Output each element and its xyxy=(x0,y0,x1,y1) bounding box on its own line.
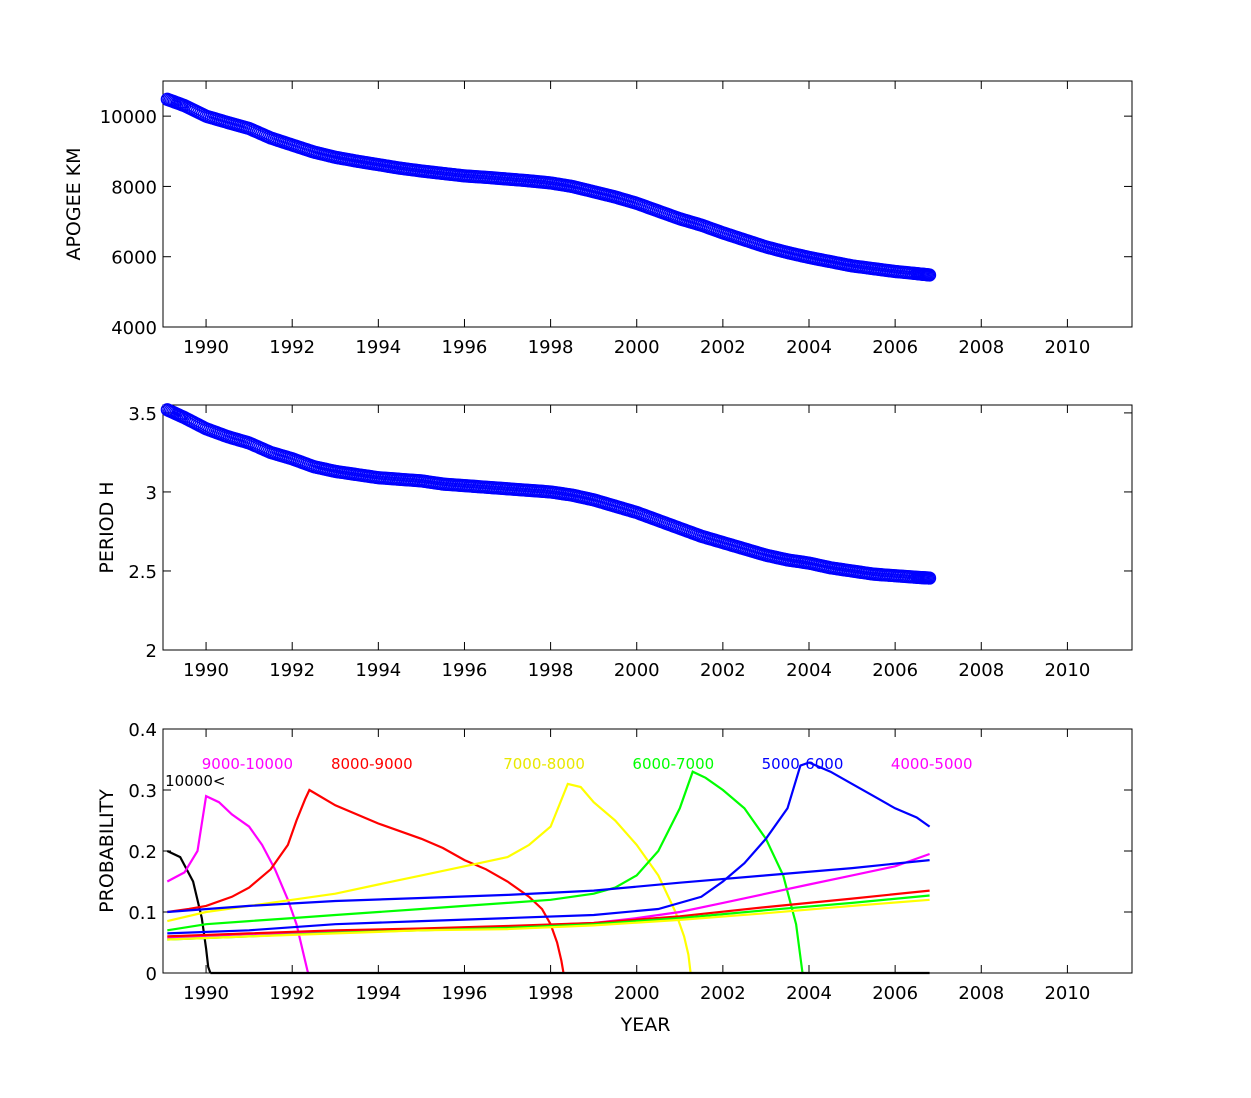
y-tick-label: 2.5 xyxy=(128,562,157,583)
y-tick-label: 10000 xyxy=(100,107,157,128)
series-line-9000-10000 xyxy=(166,794,310,974)
data-point xyxy=(922,571,937,585)
x-tick-label: 1992 xyxy=(269,983,315,1004)
y-tick-label: 0 xyxy=(146,964,157,985)
x-tick-label: 2010 xyxy=(1044,660,1090,681)
series-label: 9000-10000 xyxy=(202,755,293,773)
x-tick-label: 2002 xyxy=(700,660,746,681)
y-tick-label: 3.5 xyxy=(128,404,157,425)
y-axis-label: PROBABILITY xyxy=(96,789,118,913)
y-tick-label: 0.4 xyxy=(128,720,157,741)
x-tick-label: 2006 xyxy=(872,660,918,681)
series-label: 6000-7000 xyxy=(632,755,714,773)
series-label: 5000-6000 xyxy=(762,755,844,773)
x-tick-label: 1998 xyxy=(528,660,574,681)
series-line-6000-7000 xyxy=(167,770,804,974)
x-tick-label: 2010 xyxy=(1044,337,1090,358)
x-tick-label: 1998 xyxy=(528,983,574,1004)
x-tick-label: 2004 xyxy=(786,660,832,681)
series-label: 7000-8000 xyxy=(503,755,585,773)
x-tick-label: 1996 xyxy=(442,983,488,1004)
x-tick-label: 2002 xyxy=(700,337,746,358)
data-point xyxy=(922,268,937,282)
panel-2: 1990 1992 1994 1996 1998 2000 2002 2004 2006 2008… xyxy=(96,403,1133,681)
x-tick-label: 2000 xyxy=(614,983,660,1004)
x-tick-label: 2006 xyxy=(872,337,918,358)
plot-frame xyxy=(162,80,1133,328)
series-line-7000-8000 xyxy=(167,782,692,974)
x-tick-label: 2000 xyxy=(614,660,660,681)
y-tick-label: 0.1 xyxy=(128,903,157,924)
series-label: 10000< xyxy=(165,772,225,790)
x-tick-label: 2008 xyxy=(958,983,1004,1004)
y-tick-label: 0.3 xyxy=(128,781,157,802)
x-tick-label: 2008 xyxy=(958,337,1004,358)
y-tick-label: 8000 xyxy=(111,177,157,198)
panel-3: 1990 1992 1994 1996 1998 2000 2002 2004 2006 2008… xyxy=(96,720,1133,1036)
x-tick-label: 2008 xyxy=(958,660,1004,681)
y-tick-label: 2 xyxy=(146,641,157,662)
y-tick-label: 4000 xyxy=(111,318,157,339)
x-tick-label: 1990 xyxy=(183,337,229,358)
x-tick-label: 1992 xyxy=(269,337,315,358)
x-tick-label: 2002 xyxy=(700,983,746,1004)
y-axis-label: APOGEE KM xyxy=(63,147,85,260)
x-tick-label: 1994 xyxy=(355,983,401,1004)
series-label: 8000-9000 xyxy=(331,755,413,773)
series-line xyxy=(167,889,930,938)
series-line-10000< xyxy=(166,850,212,974)
y-tick-label: 6000 xyxy=(111,248,157,269)
x-tick-label: 2006 xyxy=(872,983,918,1004)
series-line xyxy=(167,898,930,941)
x-tick-label: 1990 xyxy=(183,983,229,1004)
series-line xyxy=(167,859,930,914)
series-line-8000-9000 xyxy=(167,788,565,974)
x-tick-label: 1998 xyxy=(528,337,574,358)
x-tick-label: 2010 xyxy=(1044,983,1090,1004)
x-tick-label: 2000 xyxy=(614,337,660,358)
x-tick-label: 2004 xyxy=(786,983,832,1004)
x-tick-label: 1992 xyxy=(269,660,315,681)
y-tick-label: 3 xyxy=(146,483,157,504)
x-tick-label: 1994 xyxy=(355,337,401,358)
x-tick-label: 1996 xyxy=(442,337,488,358)
x-axis-label: YEAR xyxy=(620,1014,671,1036)
x-tick-label: 2004 xyxy=(786,337,832,358)
x-tick-label: 1994 xyxy=(355,660,401,681)
panel-1: 1990 1992 1994 1996 1998 2000 2002 2004 2006 2008… xyxy=(63,80,1133,358)
x-tick-label: 1990 xyxy=(183,660,229,681)
y-axis-label: PERIOD H xyxy=(96,481,118,573)
series-line-5000-6000 xyxy=(167,761,931,935)
series-label: 4000-5000 xyxy=(891,755,973,773)
y-tick-label: 0.2 xyxy=(128,842,157,863)
x-tick-label: 1996 xyxy=(442,660,488,681)
plot-frame xyxy=(162,404,1133,651)
